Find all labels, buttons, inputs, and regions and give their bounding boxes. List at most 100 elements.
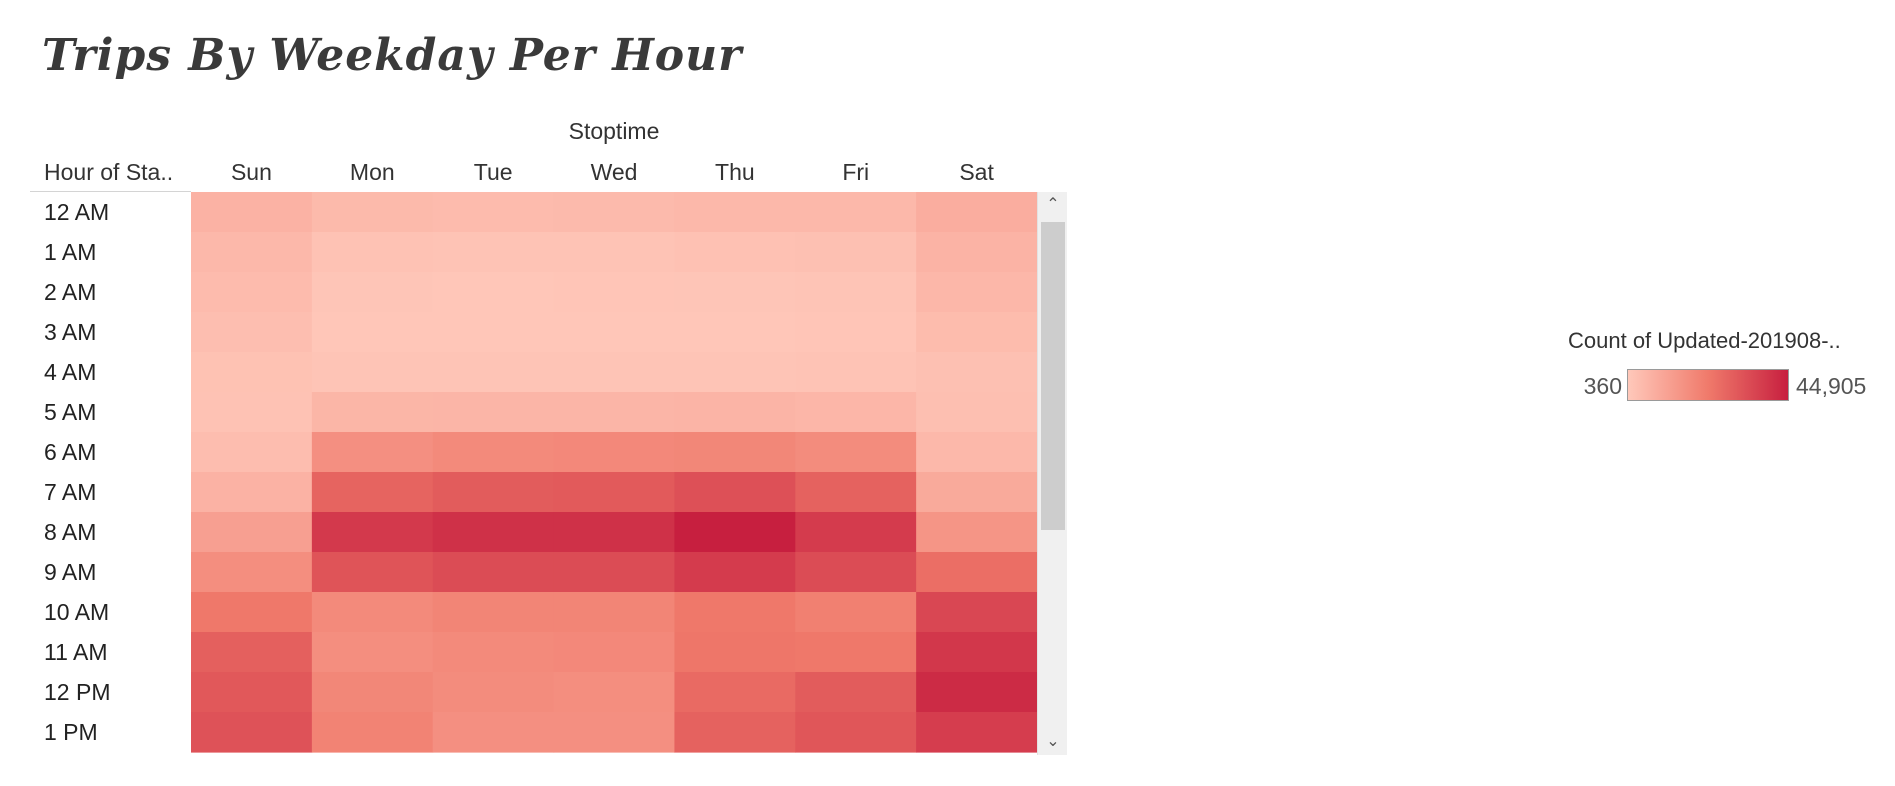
scroll-up-icon[interactable]: ⌃ [1046, 196, 1060, 213]
heatmap-cell[interactable] [311, 352, 434, 393]
heatmap-cell[interactable] [674, 352, 796, 393]
row-label[interactable]: 1 PM [44, 719, 98, 745]
column-header-thu[interactable]: Thu [715, 159, 755, 185]
heatmap-cell[interactable] [191, 632, 313, 673]
heatmap-cell[interactable] [311, 712, 434, 753]
row-label[interactable]: 9 AM [44, 559, 97, 585]
row-label[interactable]: 7 AM [44, 479, 97, 505]
heatmap-cell[interactable] [432, 552, 555, 593]
heatmap-cell[interactable] [674, 592, 796, 633]
heatmap-cell[interactable] [553, 192, 676, 233]
heatmap-cell[interactable] [311, 272, 434, 313]
heatmap-cell[interactable] [916, 632, 1037, 673]
heatmap-cell[interactable] [553, 472, 676, 513]
heatmap-cell[interactable] [311, 512, 434, 553]
heatmap-cell[interactable] [916, 592, 1037, 633]
heatmap-cell[interactable] [553, 312, 676, 353]
heatmap-cell[interactable] [311, 472, 434, 513]
heatmap-cell[interactable] [311, 192, 434, 233]
heatmap-cell[interactable] [191, 592, 313, 633]
heatmap-cell[interactable] [311, 592, 434, 633]
heatmap-cell[interactable] [795, 432, 917, 473]
heatmap-cell[interactable] [916, 312, 1037, 353]
heatmap-cell[interactable] [674, 632, 796, 673]
heatmap-cell[interactable] [191, 312, 313, 353]
heatmap-cell[interactable] [432, 232, 555, 273]
heatmap-cell[interactable] [674, 192, 796, 233]
heatmap-cell[interactable] [795, 672, 917, 713]
heatmap-cell[interactable] [674, 712, 796, 753]
heatmap-cell[interactable] [432, 672, 555, 713]
row-label[interactable]: 6 AM [44, 439, 97, 465]
row-label[interactable]: 10 AM [44, 599, 110, 625]
heatmap-cell[interactable] [553, 552, 676, 593]
row-label[interactable]: 4 AM [44, 359, 97, 385]
heatmap-cell[interactable] [916, 552, 1037, 593]
scroll-thumb[interactable] [1041, 222, 1065, 530]
heatmap-cell[interactable] [795, 512, 917, 553]
heatmap-cell[interactable] [311, 392, 434, 433]
heatmap-cell[interactable] [432, 512, 555, 553]
heatmap-cell[interactable] [191, 552, 313, 593]
heatmap-cell[interactable] [916, 352, 1037, 393]
heatmap-cell[interactable] [795, 712, 917, 753]
vertical-scrollbar[interactable]: ⌃ ⌄ [1037, 192, 1067, 755]
heatmap-cell[interactable] [191, 232, 313, 273]
heatmap-cell[interactable] [916, 472, 1037, 513]
heatmap-cell[interactable] [191, 192, 313, 233]
heatmap-cell[interactable] [916, 272, 1037, 313]
heatmap-cell[interactable] [916, 392, 1037, 433]
row-label[interactable]: 1 AM [44, 239, 97, 265]
column-header-sun[interactable]: Sun [230, 159, 272, 185]
column-header-sat[interactable]: Sat [959, 159, 994, 185]
heatmap-cell[interactable] [674, 432, 796, 473]
heatmap-cell[interactable] [674, 472, 796, 513]
heatmap-cell[interactable] [432, 352, 555, 393]
heatmap-cell[interactable] [674, 312, 796, 353]
row-label[interactable]: 12 AM [44, 199, 110, 225]
heatmap-cell[interactable] [311, 552, 434, 593]
column-header-tue[interactable]: Tue [473, 159, 513, 185]
heatmap-cell[interactable] [553, 392, 676, 433]
row-label[interactable]: 3 AM [44, 319, 97, 345]
heatmap-cell[interactable] [311, 672, 434, 713]
column-group-header[interactable]: Stoptime [568, 118, 660, 144]
heatmap-cell[interactable] [795, 392, 917, 433]
heatmap-cell[interactable] [916, 672, 1037, 713]
heatmap-cell[interactable] [553, 512, 676, 553]
row-label[interactable]: 5 AM [44, 399, 97, 425]
heatmap-cell[interactable] [674, 392, 796, 433]
heatmap-cell[interactable] [795, 632, 917, 673]
heatmap-cell[interactable] [191, 672, 313, 713]
heatmap-cell[interactable] [191, 512, 313, 553]
heatmap-cell[interactable] [432, 712, 555, 753]
heatmap-cell[interactable] [191, 432, 313, 473]
heatmap-cell[interactable] [916, 432, 1037, 473]
heatmap-cell[interactable] [191, 352, 313, 393]
heatmap-cell[interactable] [311, 312, 434, 353]
row-label[interactable]: 11 AM [44, 639, 108, 665]
scroll-down-icon[interactable]: ⌄ [1046, 733, 1060, 750]
heatmap-cell[interactable] [553, 592, 676, 633]
heatmap-cell[interactable] [191, 392, 313, 433]
legend-title[interactable]: Count of Updated-201908-.. [1568, 328, 1841, 353]
heatmap-cell[interactable] [191, 712, 313, 753]
heatmap-cell[interactable] [795, 592, 917, 633]
heatmap-cell[interactable] [553, 632, 676, 673]
heatmap-cell[interactable] [553, 232, 676, 273]
heatmap-cell[interactable] [432, 432, 555, 473]
heatmap-cell[interactable] [432, 312, 555, 353]
heatmap-cell[interactable] [674, 272, 796, 313]
heatmap-cell[interactable] [432, 192, 555, 233]
heatmap-cell[interactable] [432, 592, 555, 633]
heatmap-cell[interactable] [795, 352, 917, 393]
heatmap-cell[interactable] [311, 432, 434, 473]
heatmap-cell[interactable] [916, 232, 1037, 273]
heatmap-cell[interactable] [795, 312, 917, 353]
row-label[interactable]: 8 AM [44, 519, 97, 545]
heatmap-cell[interactable] [432, 272, 555, 313]
column-header-mon[interactable]: Mon [349, 159, 395, 185]
row-label[interactable]: 2 AM [44, 279, 97, 305]
heatmap-cell[interactable] [191, 472, 313, 513]
heatmap-cell[interactable] [916, 712, 1037, 753]
